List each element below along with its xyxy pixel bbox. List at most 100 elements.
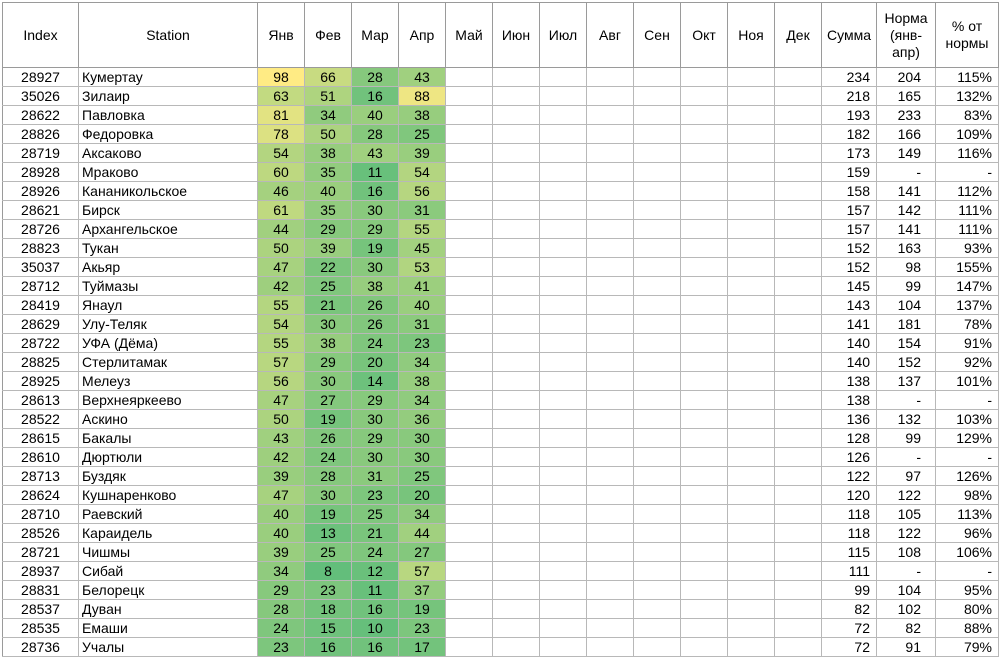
cell-month-value[interactable]: 54 (257, 314, 305, 334)
cell-month-value[interactable] (445, 637, 493, 657)
cell-station[interactable]: Емаши (78, 618, 258, 638)
cell-month-value[interactable]: 21 (351, 523, 399, 543)
cell-month-value[interactable] (539, 105, 587, 125)
cell-month-value[interactable]: 22 (304, 257, 352, 277)
cell-month-value[interactable] (445, 542, 493, 562)
cell-month-value[interactable] (445, 86, 493, 106)
cell-sum[interactable]: 143 (821, 295, 877, 315)
cell-sum[interactable]: 141 (821, 314, 877, 334)
cell-month-value[interactable] (445, 580, 493, 600)
cell-station[interactable]: Бирск (78, 200, 258, 220)
cell-norm[interactable]: 122 (876, 523, 936, 543)
cell-sum[interactable]: 140 (821, 352, 877, 372)
cell-norm[interactable]: 204 (876, 67, 936, 87)
cell-month-value[interactable]: 8 (304, 561, 352, 581)
cell-pct[interactable]: 109% (935, 124, 999, 144)
cell-index[interactable]: 28719 (2, 143, 79, 163)
cell-pct[interactable]: 91% (935, 333, 999, 353)
cell-month-value[interactable]: 40 (351, 105, 399, 125)
cell-sum[interactable]: 152 (821, 238, 877, 258)
cell-month-value[interactable]: 28 (351, 124, 399, 144)
cell-sum[interactable]: 72 (821, 637, 877, 657)
cell-month-value[interactable]: 30 (351, 447, 399, 467)
cell-pct[interactable]: 106% (935, 542, 999, 562)
cell-month-value[interactable] (774, 257, 822, 277)
cell-pct[interactable]: - (935, 162, 999, 182)
cell-month-value[interactable] (539, 637, 587, 657)
cell-month-value[interactable] (727, 409, 775, 429)
cell-index[interactable]: 35026 (2, 86, 79, 106)
cell-index[interactable]: 28826 (2, 124, 79, 144)
cell-pct[interactable]: 93% (935, 238, 999, 258)
cell-month-value[interactable] (633, 162, 681, 182)
cell-month-value[interactable] (727, 238, 775, 258)
header-month[interactable]: Янв (257, 2, 305, 68)
cell-month-value[interactable]: 38 (398, 371, 446, 391)
cell-month-value[interactable] (445, 67, 493, 87)
cell-month-value[interactable]: 24 (351, 542, 399, 562)
cell-month-value[interactable] (633, 200, 681, 220)
cell-month-value[interactable] (539, 162, 587, 182)
cell-month-value[interactable]: 54 (257, 143, 305, 163)
cell-month-value[interactable] (727, 561, 775, 581)
cell-sum[interactable]: 138 (821, 390, 877, 410)
cell-station[interactable]: Раевский (78, 504, 258, 524)
cell-month-value[interactable] (727, 143, 775, 163)
cell-pct[interactable]: 88% (935, 618, 999, 638)
cell-month-value[interactable]: 23 (398, 333, 446, 353)
cell-month-value[interactable]: 34 (398, 504, 446, 524)
cell-month-value[interactable] (586, 580, 634, 600)
cell-month-value[interactable]: 11 (351, 580, 399, 600)
cell-pct[interactable]: 112% (935, 181, 999, 201)
cell-month-value[interactable]: 25 (398, 466, 446, 486)
cell-pct[interactable]: 115% (935, 67, 999, 87)
cell-month-value[interactable] (492, 580, 540, 600)
cell-norm[interactable]: - (876, 561, 936, 581)
cell-month-value[interactable] (727, 637, 775, 657)
cell-month-value[interactable]: 45 (398, 238, 446, 258)
cell-index[interactable]: 28713 (2, 466, 79, 486)
cell-month-value[interactable] (680, 599, 728, 619)
cell-month-value[interactable] (445, 295, 493, 315)
cell-month-value[interactable] (727, 618, 775, 638)
cell-station[interactable]: Кумертау (78, 67, 258, 87)
cell-month-value[interactable] (680, 86, 728, 106)
cell-pct[interactable]: - (935, 447, 999, 467)
cell-month-value[interactable] (586, 143, 634, 163)
cell-norm[interactable]: 141 (876, 219, 936, 239)
cell-month-value[interactable] (774, 162, 822, 182)
cell-month-value[interactable] (492, 276, 540, 296)
cell-month-value[interactable] (539, 428, 587, 448)
cell-month-value[interactable]: 19 (351, 238, 399, 258)
header-month[interactable]: Июн (492, 2, 540, 68)
cell-month-value[interactable] (445, 599, 493, 619)
cell-index[interactable]: 28613 (2, 390, 79, 410)
cell-month-value[interactable] (492, 200, 540, 220)
cell-index[interactable]: 28736 (2, 637, 79, 657)
cell-month-value[interactable]: 40 (257, 504, 305, 524)
cell-norm[interactable]: 181 (876, 314, 936, 334)
cell-month-value[interactable] (586, 352, 634, 372)
cell-month-value[interactable] (727, 599, 775, 619)
cell-month-value[interactable] (539, 409, 587, 429)
cell-month-value[interactable] (586, 200, 634, 220)
cell-month-value[interactable] (774, 124, 822, 144)
cell-index[interactable]: 28721 (2, 542, 79, 562)
cell-month-value[interactable]: 21 (304, 295, 352, 315)
cell-pct[interactable]: 101% (935, 371, 999, 391)
cell-month-value[interactable] (680, 105, 728, 125)
cell-station[interactable]: Караидель (78, 523, 258, 543)
cell-month-value[interactable] (445, 409, 493, 429)
cell-month-value[interactable] (680, 542, 728, 562)
header-index[interactable]: Index (2, 2, 79, 68)
cell-month-value[interactable] (633, 466, 681, 486)
cell-index[interactable]: 35037 (2, 257, 79, 277)
cell-index[interactable]: 28925 (2, 371, 79, 391)
cell-month-value[interactable] (680, 447, 728, 467)
cell-month-value[interactable] (774, 447, 822, 467)
cell-month-value[interactable]: 34 (257, 561, 305, 581)
cell-month-value[interactable]: 39 (257, 466, 305, 486)
cell-month-value[interactable]: 50 (257, 409, 305, 429)
cell-month-value[interactable]: 24 (257, 618, 305, 638)
cell-month-value[interactable] (445, 447, 493, 467)
